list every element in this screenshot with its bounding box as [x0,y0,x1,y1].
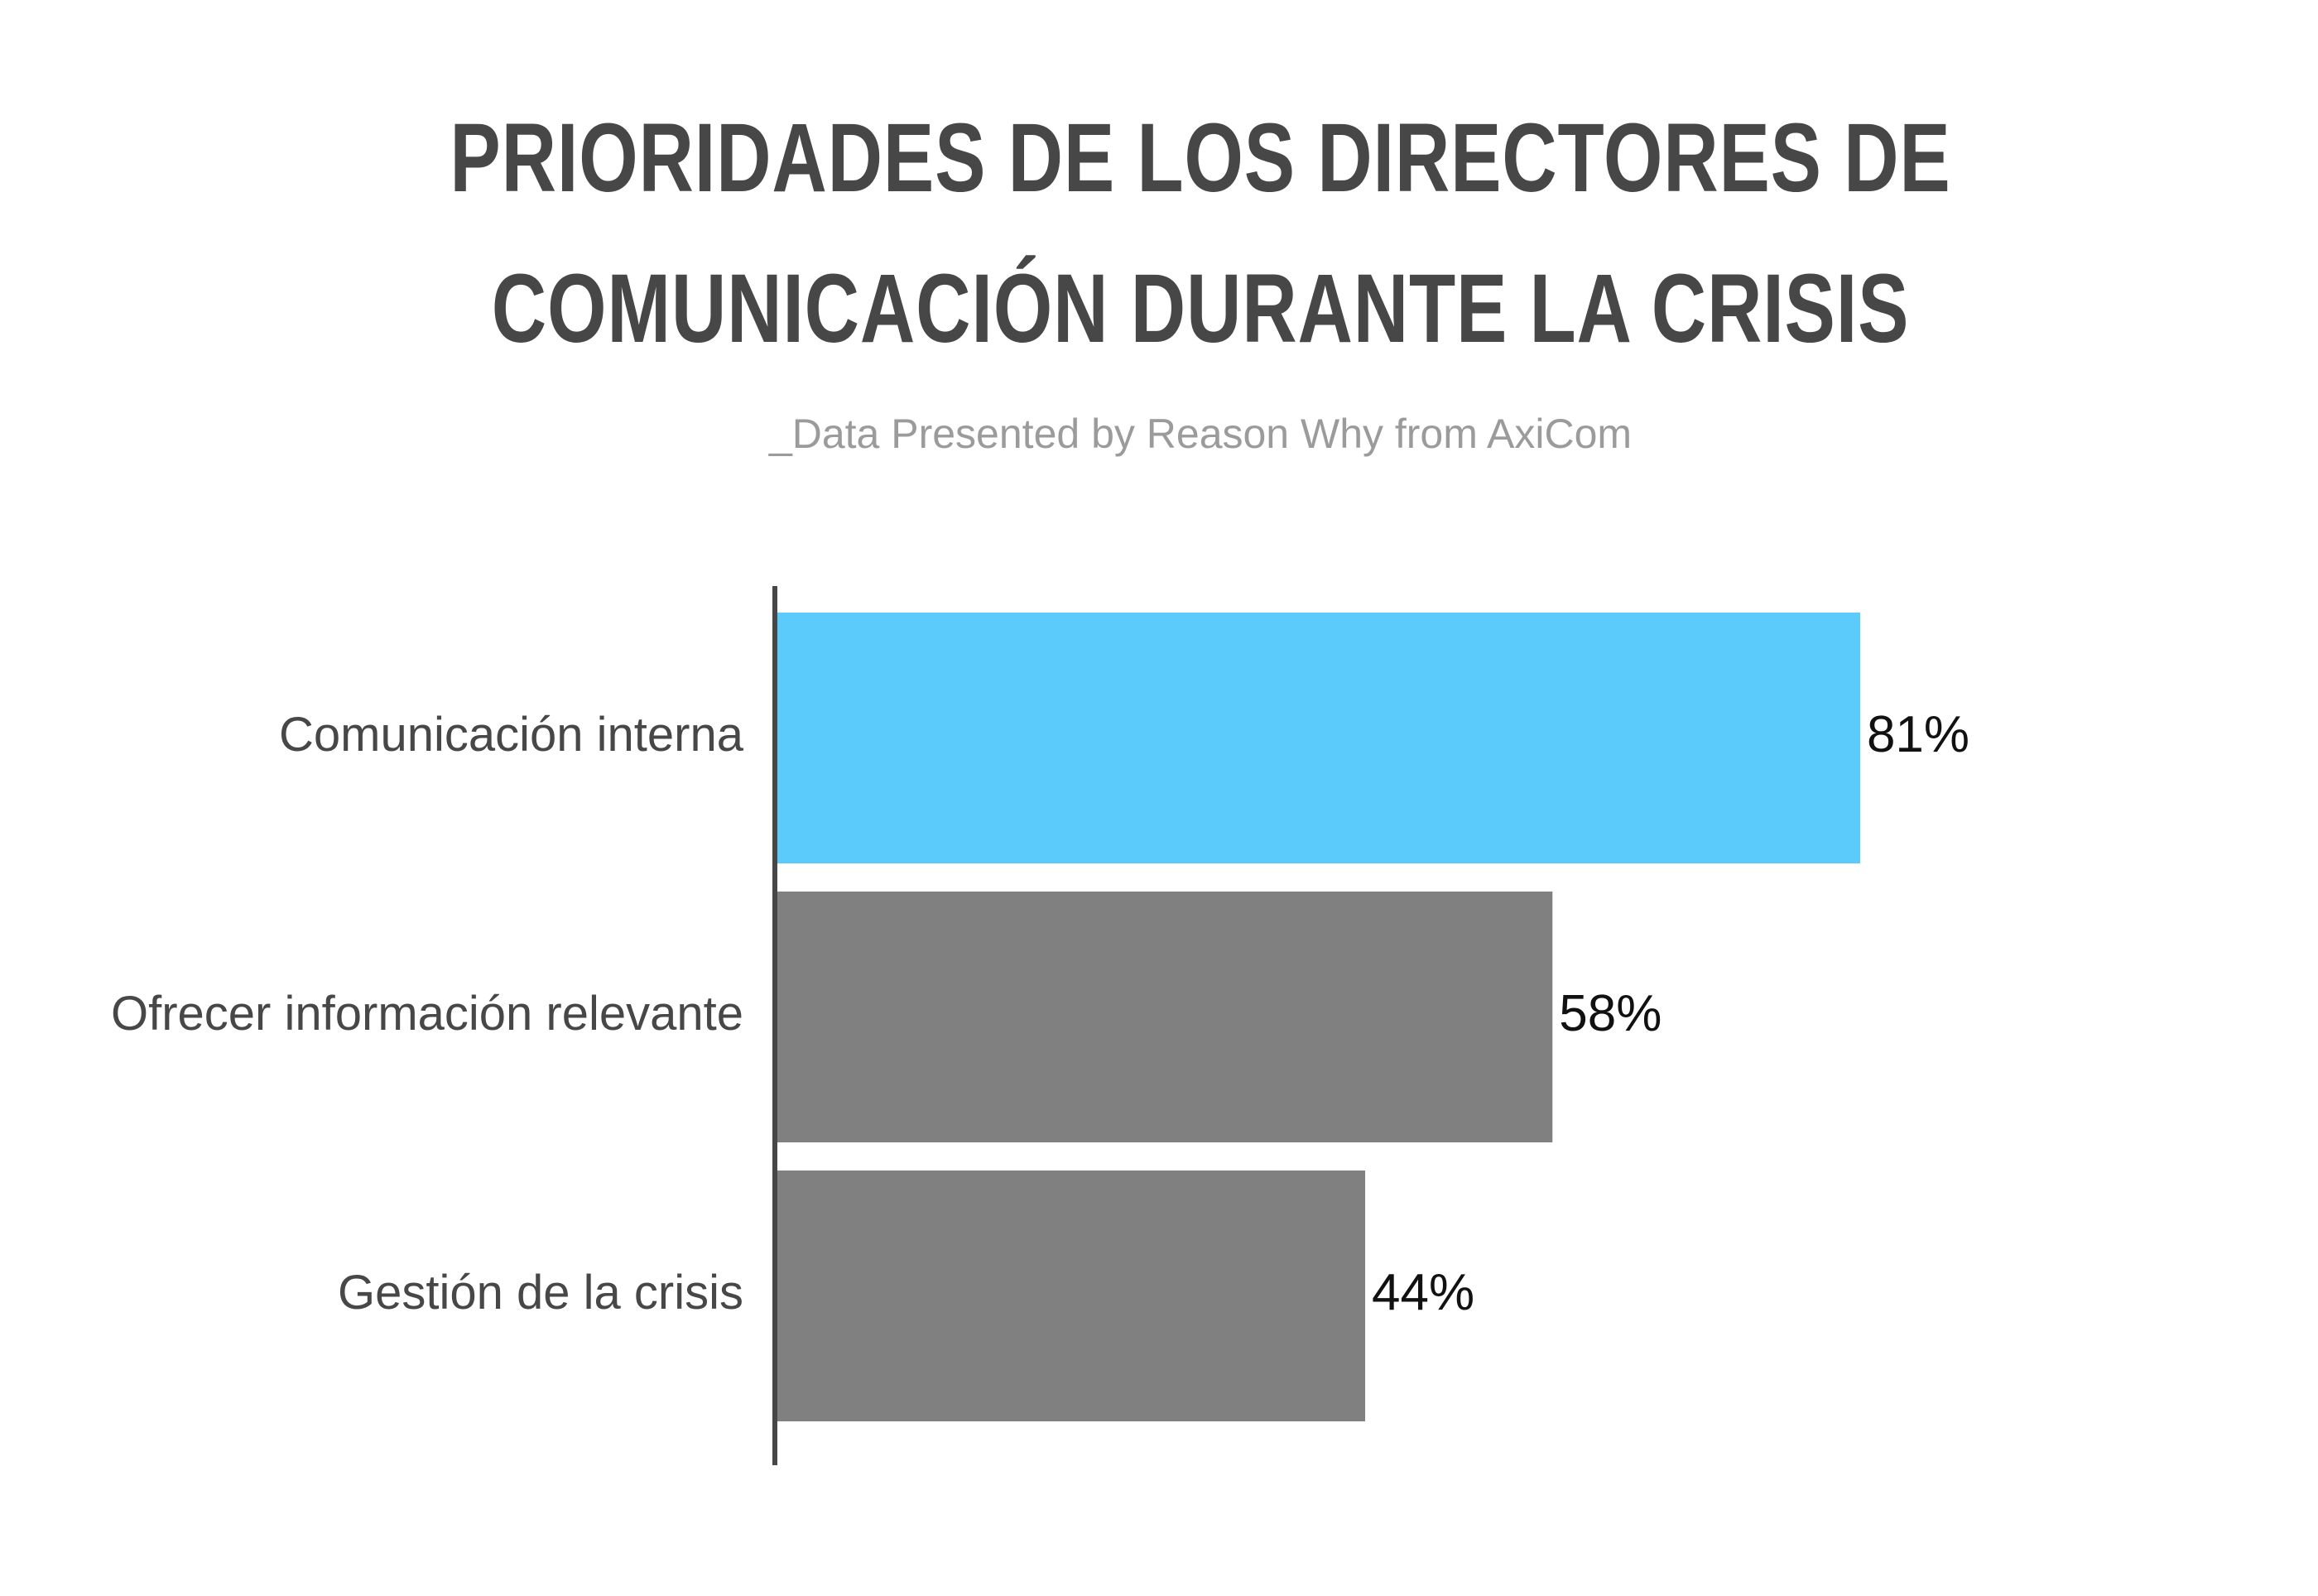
chart-title: PRIORIDADES DE LOS DIRECTORES DE COMUNIC… [264,83,2137,384]
category-label-2: Ofrecer información relevante [111,987,743,1041]
bar-2 [777,892,1553,1142]
category-labels: Comunicación interna Ofrecer información … [111,708,744,1320]
bar-3 [777,1171,1366,1421]
value-labels: 81% 58% 44% [1372,706,1969,1321]
bars-layer [777,613,1860,1421]
value-label-1: 81% [1867,706,1969,763]
chart-title-line-2: COMUNICACIÓN DURANTE LA CRISIS [491,254,1910,363]
chart-title-line-1: PRIORIDADES DE LOS DIRECTORES DE [450,103,1951,213]
category-label-3: Gestión de la crisis [338,1266,743,1320]
value-label-2: 58% [1559,985,1662,1042]
chart-subtitle: _Data Presented by Reason Why from AxiCo… [768,411,1633,457]
bar-1 [777,613,1860,863]
value-label-3: 44% [1372,1264,1474,1321]
category-label-1: Comunicación interna [279,708,744,762]
